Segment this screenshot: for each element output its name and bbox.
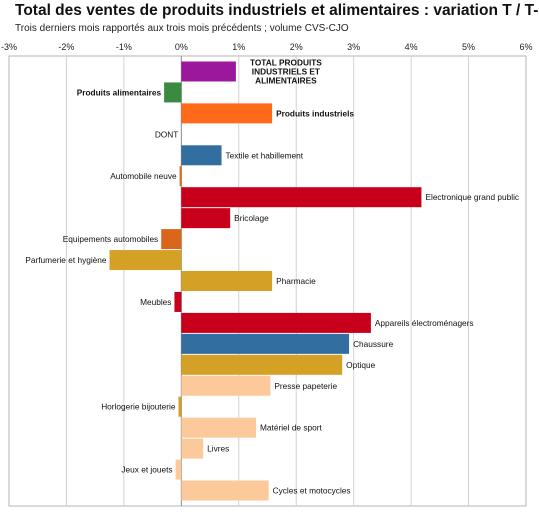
chart-subtitle: Trois derniers mois rapportés aux trois … [15,23,349,34]
bar [181,438,204,459]
x-tick-label: 1% [232,42,245,52]
bar [181,61,236,82]
bar [181,271,273,291]
x-tick-label: -3% [1,42,17,52]
bar [181,103,273,124]
bar [174,291,182,312]
x-tick-label: 6% [519,42,532,52]
bar-label: Produits industriels [276,108,354,118]
bar-label: Presse papeterie [274,381,337,391]
bar [164,82,182,103]
x-tick-label: 2% [290,42,303,52]
bar-label: ALIMENTAIRES [255,75,317,85]
bar-label: Textile et habillement [226,150,304,160]
bar-label: Appareils électroménagers [375,318,474,328]
bar-label: Jeux et jouets [121,465,172,475]
x-tick-label: -2% [58,42,74,52]
bar-label: Cycles et motocycles [273,486,351,496]
bar-label: Chaussure [353,339,394,349]
bar [181,354,343,375]
bar [179,166,182,187]
bar-label: Pharmacie [276,276,316,286]
x-tick-label: 5% [462,42,475,52]
bar-label: INDUSTRIELS ET [252,66,320,76]
chart-title: Total des ventes de produits industriels… [15,2,539,19]
bar-label: TOTAL PRODUITS [250,57,322,67]
bar-label: Livres [207,444,229,454]
bar-label: DONT [155,129,179,139]
bar [181,417,257,438]
x-tick-label: 3% [347,42,360,52]
bar-label: Equipements automobiles [63,234,158,244]
bar [181,480,269,501]
bar [181,312,371,333]
bar [181,375,271,396]
bar [181,145,222,166]
plot-frame [8,55,527,507]
bar [109,250,182,271]
bar-label: Meubles [140,297,171,307]
bar-label: Electronique grand public [425,192,519,202]
bar [161,229,182,250]
bar [181,333,350,354]
bar-label: Produits alimentaires [77,87,162,97]
bar-label: Matériel de sport [260,423,322,433]
bar-label: Horlogerie bijouterie [101,402,176,412]
x-tick-label: -1% [116,42,132,52]
bar [178,396,182,417]
bar [175,459,182,480]
bar-label: Automobile neuve [110,171,177,181]
bar [181,208,231,229]
x-tick-label: 0% [175,42,188,52]
bar-label: Bricolage [234,213,269,223]
x-tick-label: 4% [405,42,418,52]
bar-label: Parfumerie et hygiène [25,255,107,265]
bar [181,187,422,208]
bar-label: Optique [346,360,375,370]
